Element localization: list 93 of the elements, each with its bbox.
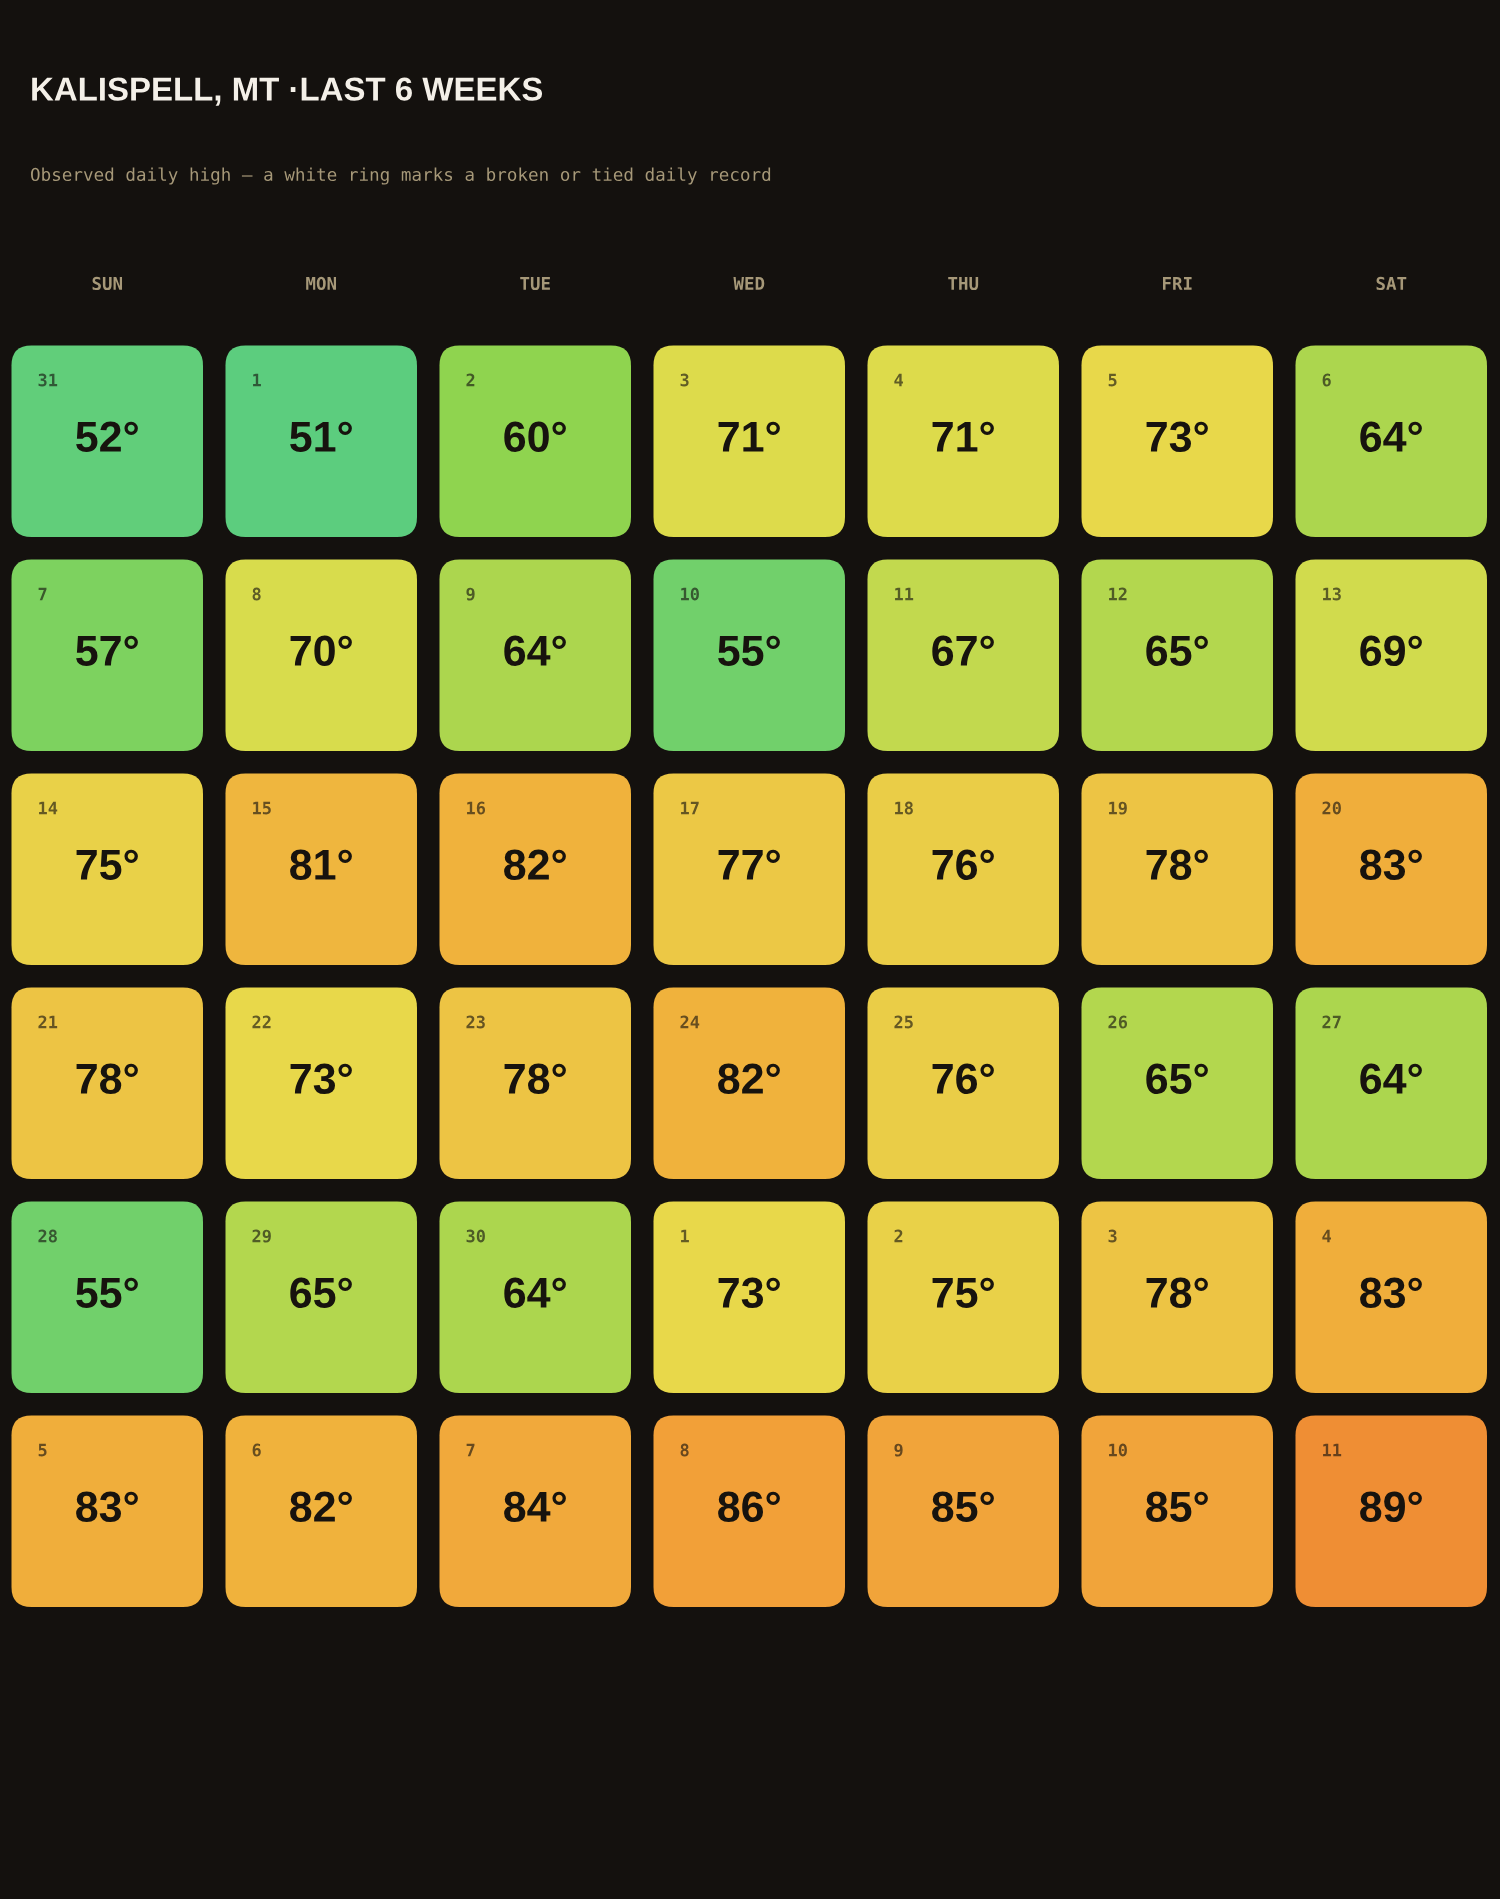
data-label: 85° [1146,1491,1208,1523]
data-label: 81° [290,849,352,881]
annotation: 30 [466,1229,485,1243]
annotation: 28 [38,1229,57,1243]
annotation: 8 [252,587,261,601]
x-tick-label: MON [306,276,337,291]
x-tick-label: SUN [92,276,123,291]
annotation: 31 [38,373,58,387]
annotation: 29 [252,1229,271,1243]
data-label: 78° [1146,1277,1208,1309]
data-label: 55° [718,635,780,667]
annotation: 2 [894,1229,903,1243]
annotation: 11 [895,587,914,601]
data-label: 78° [1146,849,1208,881]
chart-title: KALISPELL, MT ·LAST 6 WEEKS [32,77,543,106]
annotation: 12 [1109,587,1127,601]
data-label: 71° [718,421,780,452]
data-label: 82° [290,1491,352,1523]
annotation: 9 [466,587,475,601]
data-label: 64° [1360,421,1422,453]
data-label: 82° [718,1063,780,1095]
x-tick-label: SAT [1376,276,1407,291]
x-tick-label: TUE [520,277,550,291]
annotation: 16 [467,801,486,815]
data-label: 83° [1360,849,1422,881]
data-label: 85° [932,1491,994,1523]
annotation: 3 [680,373,689,387]
data-label: 76° [932,1063,994,1095]
data-label: 69° [1360,635,1422,667]
x-tick-label: FRI [1163,277,1192,290]
annotation: 6 [252,1443,261,1457]
annotation: 4 [894,373,903,387]
data-label: 52° [76,421,138,453]
data-label: 83° [76,1491,138,1523]
annotation: 10 [681,587,699,601]
data-label: 89° [1360,1491,1422,1523]
data-label: 55° [76,1277,138,1309]
annotation: 5 [1108,373,1117,387]
annotation: 3 [1108,1229,1117,1243]
data-label: 64° [504,635,566,667]
chart-subtitle: Observed daily high — a white ring marks a broken or tied daily record [31,167,771,185]
annotation: 10 [1109,1443,1127,1457]
data-label: 64° [1360,1063,1422,1095]
annotation: 1 [253,373,261,387]
data-label: 82° [504,849,566,881]
annotation: 21 [38,1015,58,1029]
data-label: 60° [504,421,566,453]
annotation: 23 [466,1015,485,1029]
annotation: 19 [1109,801,1127,815]
data-label: 75° [932,1277,994,1309]
data-label: 84° [504,1491,566,1523]
data-label: 77° [718,849,780,880]
annotation: 9 [894,1443,903,1457]
annotation: 15 [253,801,271,815]
annotation: 20 [1322,801,1341,815]
annotation: 7 [466,1443,475,1457]
annotation: 1 [681,1229,689,1243]
data-label: 76° [932,849,994,881]
data-label: 75° [76,849,138,881]
data-label: 65° [1146,635,1208,667]
data-label: 65° [290,1277,352,1309]
annotation: 26 [1108,1015,1128,1029]
data-label: 64° [504,1277,566,1309]
data-label: 78° [76,1063,138,1095]
data-label: 67° [932,635,994,667]
data-label: 73° [290,1063,352,1095]
annotation: 2 [466,373,475,387]
data-label: 86° [718,1491,780,1523]
annotation: 17 [681,801,699,815]
data-label: 51° [290,421,352,453]
data-label: 70° [290,635,352,667]
annotation: 18 [895,801,913,815]
x-tick-label: WED [733,277,765,290]
x-tick-label: THU [948,277,979,291]
annotation: 11 [1323,1443,1342,1457]
data-label: 57° [76,635,138,667]
annotation: 24 [680,1015,700,1029]
annotation: 22 [252,1015,271,1029]
annotation: 13 [1323,587,1341,601]
annotation: 6 [1322,373,1331,387]
data-label: 78° [504,1063,566,1095]
annotation: 27 [1322,1015,1341,1029]
data-label: 73° [718,1277,780,1309]
annotation: 7 [38,587,47,601]
annotation: 14 [39,801,58,815]
data-label: 71° [932,421,994,452]
data-label: 65° [1146,1063,1208,1095]
annotation: 5 [38,1443,47,1457]
annotation: 25 [894,1015,913,1029]
data-label: 73° [1146,421,1208,453]
annotation: 4 [1322,1229,1331,1243]
annotation: 8 [680,1443,689,1457]
data-label: 83° [1360,1277,1422,1309]
